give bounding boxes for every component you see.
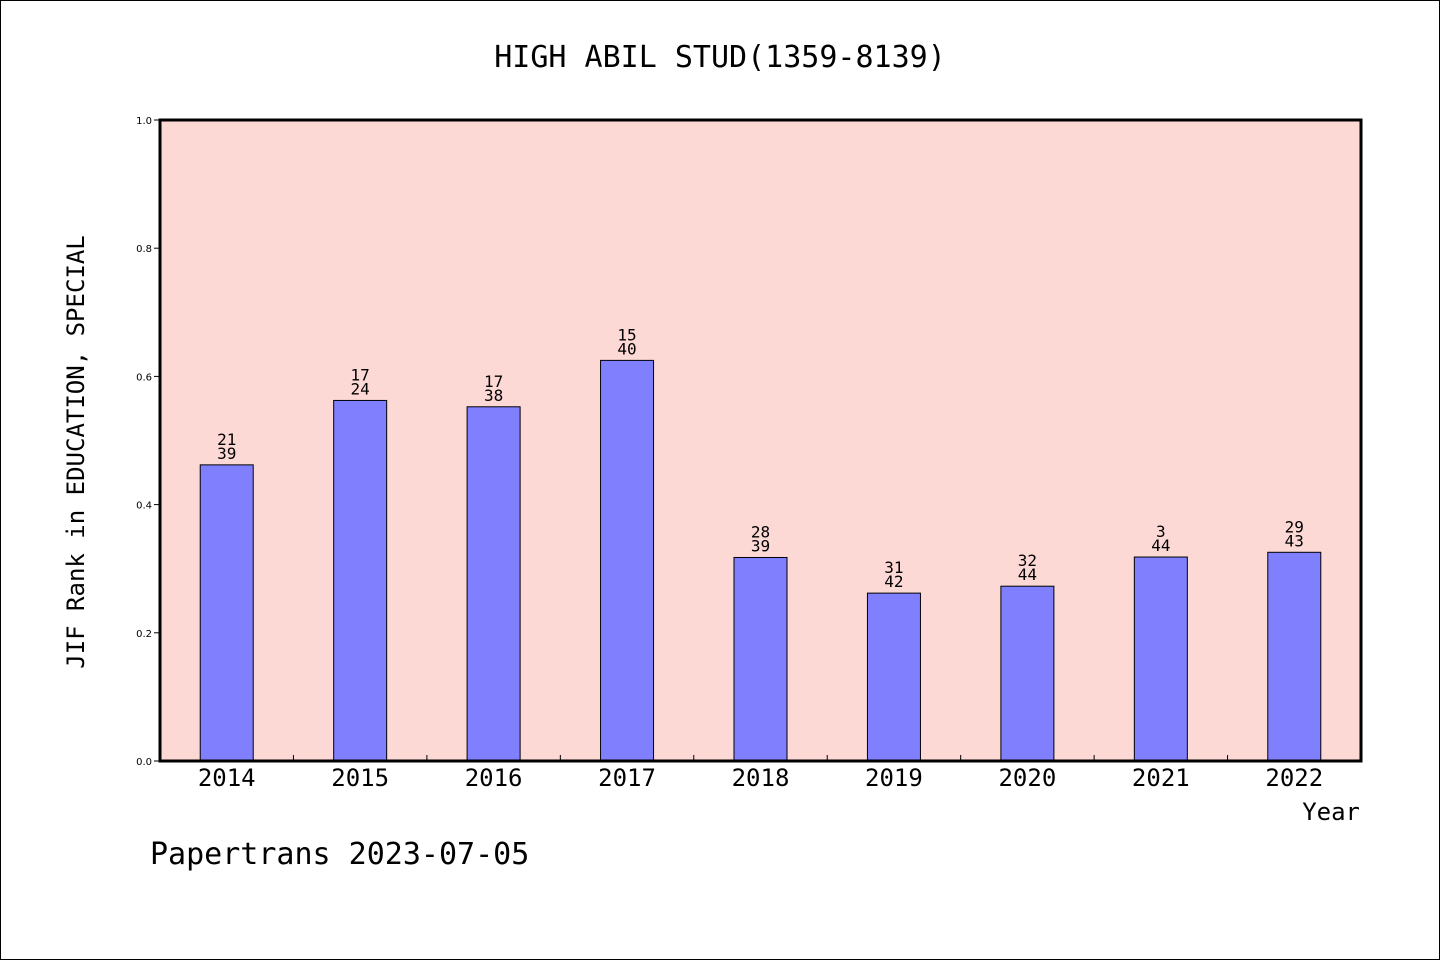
y-axis: 0.0 0.2 0.4 0.6 0.8 1.0 — [136, 116, 160, 768]
bar-label-total: 44 — [1151, 536, 1170, 555]
bar — [199, 464, 254, 762]
bar-label-total: 43 — [1285, 531, 1304, 550]
bar-label-total: 42 — [884, 572, 903, 591]
bar-label-rank: 21 — [217, 430, 236, 449]
bar — [733, 556, 788, 762]
x-tick-label: 2016 — [465, 764, 523, 792]
x-tick-label: 2014 — [198, 764, 256, 792]
bar — [466, 406, 521, 762]
bar-label-total: 39 — [217, 444, 236, 463]
bar-label-total: 38 — [484, 386, 503, 405]
bar-label-total: 44 — [1018, 565, 1037, 584]
bar-label-total: 39 — [751, 536, 770, 555]
x-tick-label: 2015 — [331, 764, 389, 792]
bar-label-rank: 17 — [484, 372, 503, 391]
bar-label-rank: 32 — [1018, 551, 1037, 570]
bar — [1267, 551, 1322, 762]
y-tick-label: 0.0 — [136, 757, 152, 768]
y-tick-label: 0.8 — [136, 244, 152, 255]
y-tick-label: 0.2 — [136, 629, 152, 640]
y-axis-label: JIF Rank in EDUCATION, SPECIAL — [62, 235, 90, 668]
bar-label-rank: 17 — [351, 365, 370, 384]
bar — [1133, 556, 1188, 762]
bar — [600, 359, 655, 762]
bar — [866, 592, 921, 762]
plot-border — [158, 118, 1363, 763]
bar — [1000, 585, 1055, 762]
footer-credit: Papertrans 2023-07-05 — [150, 837, 529, 872]
x-tick-label: 2018 — [732, 764, 790, 792]
chart-title: HIGH ABIL STUD(1359-8139) — [494, 40, 946, 75]
x-axis-label: Year — [1302, 798, 1360, 826]
x-tick-label: 2017 — [598, 764, 656, 792]
bar-label-total: 24 — [351, 379, 370, 398]
y-tick-label: 0.6 — [136, 372, 152, 383]
bar-label-rank: 31 — [884, 558, 903, 577]
bar-label-rank: 15 — [617, 325, 636, 344]
bar-label-rank: 29 — [1285, 517, 1304, 536]
x-axis: 2014 2015 2016 2017 2018 2019 2020 2021 2022 — [198, 755, 1323, 792]
x-tick-label: 2020 — [998, 764, 1056, 792]
bar-label-rank: 28 — [751, 522, 770, 541]
x-tick-label: 2019 — [865, 764, 923, 792]
y-tick-label: 1.0 — [136, 116, 152, 127]
bar-label-rank: 3 — [1156, 522, 1166, 541]
bar — [333, 399, 388, 762]
y-tick-label: 0.4 — [136, 501, 152, 512]
bar-label-total: 40 — [617, 339, 636, 358]
x-tick-label: 2021 — [1132, 764, 1190, 792]
x-tick-label: 2022 — [1265, 764, 1323, 792]
